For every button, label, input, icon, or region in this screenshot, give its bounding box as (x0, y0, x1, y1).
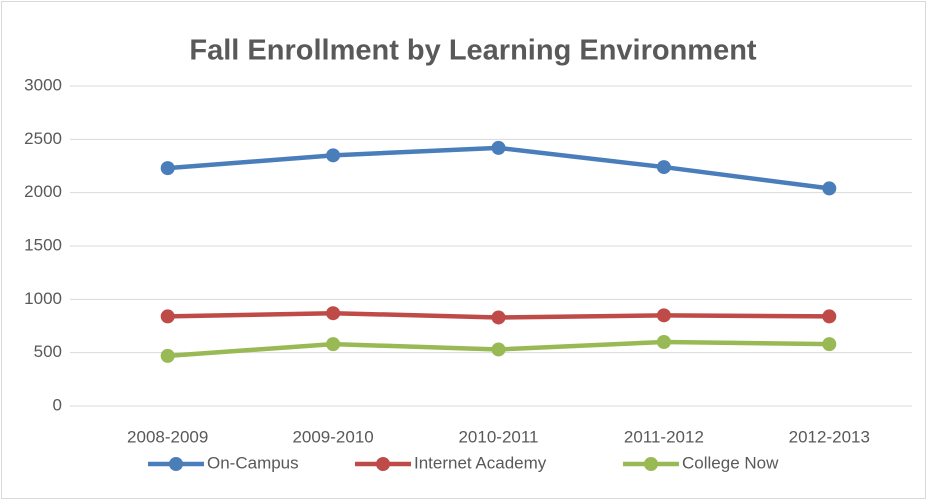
legend-label: Internet Academy (414, 453, 547, 472)
y-tick-label: 2500 (24, 129, 62, 148)
x-tick-label: 2008-2009 (127, 427, 208, 446)
data-point (491, 342, 506, 357)
data-point (656, 308, 671, 323)
legend-label: College Now (682, 453, 779, 472)
data-point (160, 348, 175, 363)
x-tick-label: 2009-2010 (292, 427, 373, 446)
y-tick-label: 3000 (24, 75, 62, 94)
y-tick-label: 1000 (24, 289, 62, 308)
data-point (326, 148, 341, 163)
data-point (656, 335, 671, 349)
x-tick-label: 2012-2013 (789, 427, 870, 446)
x-tick-label: 2011-2012 (624, 427, 704, 446)
legend-marker (644, 457, 658, 471)
chart-title: Fall Enrollment by Learning Environment (189, 35, 757, 67)
data-point (822, 309, 837, 324)
legend-marker (376, 457, 390, 471)
y-tick-label: 2000 (24, 182, 62, 201)
data-point (822, 181, 837, 196)
data-point (491, 140, 506, 155)
y-tick-label: 1500 (24, 235, 62, 254)
x-tick-label: 2010-2011 (458, 427, 538, 446)
data-point (822, 337, 837, 352)
data-point (160, 161, 175, 176)
data-point (160, 309, 175, 324)
data-point (656, 160, 671, 175)
data-point (326, 337, 341, 352)
y-tick-label: 0 (53, 395, 62, 414)
legend-label: On-Campus (207, 453, 299, 472)
data-point (491, 310, 506, 325)
data-point (326, 306, 341, 321)
y-tick-label: 500 (34, 342, 62, 361)
legend-marker (169, 457, 183, 471)
